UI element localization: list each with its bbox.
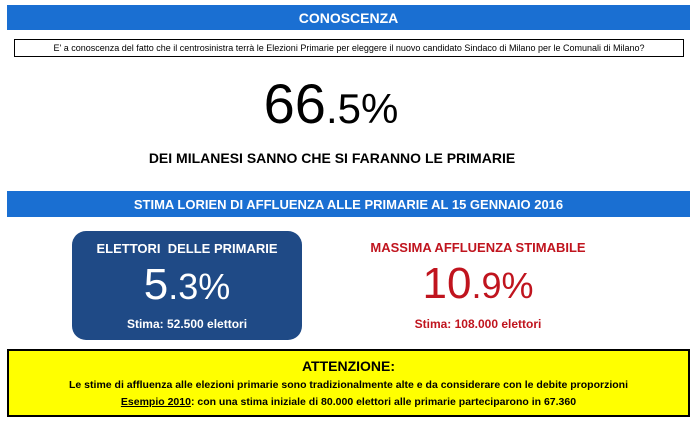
max-turnout-percentage: 10.9% [338, 262, 618, 306]
knowledge-statement: DEI MILANESI SANNO CHE SI FARANNO LE PRI… [148, 150, 516, 166]
knowledge-percentage: 66.5% [0, 76, 662, 132]
max-turnout-pct-decimal: .9% [471, 265, 534, 306]
warning-title: ATTENZIONE: [301, 358, 396, 374]
warning-example-label: Esempio 2010 [120, 396, 191, 408]
question-box: E' a conoscenza del fatto che il centros… [14, 39, 684, 57]
warning-box: ATTENZIONE: Le stime di affluenza alle e… [7, 349, 690, 417]
warning-example: Esempio 2010: con una stima iniziale di … [9, 396, 688, 408]
header-band: CONOSCENZA [7, 5, 690, 30]
warning-example-text: : con una stima iniziale di 80.000 elett… [190, 396, 577, 408]
estimate-band-title: STIMA LORIEN DI AFFLUENZA ALLE PRIMARIE … [133, 196, 564, 212]
electors-pct-integer: 5 [143, 260, 169, 309]
knowledge-pct-integer: 66 [263, 72, 326, 135]
electors-title: ELETTORI DELLE PRIMARIE [96, 241, 278, 256]
estimate-band: STIMA LORIEN DI AFFLUENZA ALLE PRIMARIE … [7, 191, 690, 217]
electors-estimate: Stima: 52.500 elettori [126, 317, 248, 331]
electors-card: ELETTORI DELLE PRIMARIE 5.3% Stima: 52.5… [72, 231, 302, 340]
max-turnout-pct-integer: 10 [422, 259, 472, 308]
knowledge-pct-decimal: .5% [325, 85, 399, 132]
electors-pct-decimal: .3% [168, 266, 231, 307]
question-text: E' a conoscenza del fatto che il centros… [53, 43, 645, 53]
warning-text: Le stime di affluenza alle elezioni prim… [69, 379, 628, 391]
max-turnout-estimate: Stima: 108.000 elettori [414, 317, 542, 331]
header-title: CONOSCENZA [298, 9, 399, 26]
max-turnout-title: MASSIMA AFFLUENZA STIMABILE [370, 240, 586, 255]
electors-percentage: 5.3% [72, 263, 302, 307]
